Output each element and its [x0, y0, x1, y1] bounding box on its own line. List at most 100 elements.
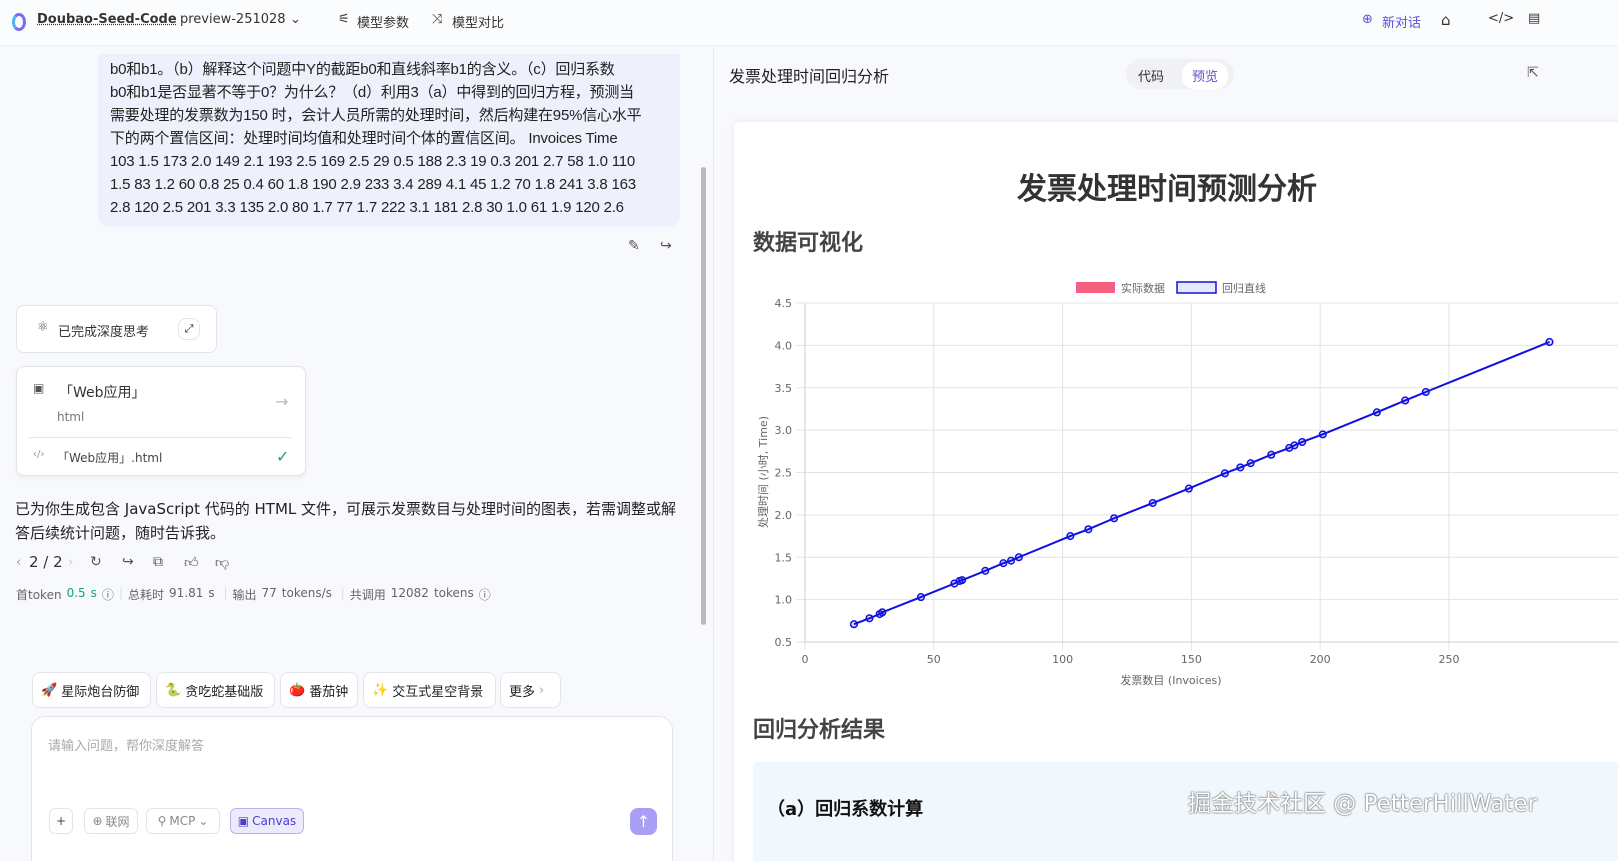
stats-row: 首token 0.5 s ⓘ | 总耗时 91.81 s | 输出 77 toke… [16, 586, 491, 602]
regenerate-icon[interactable]: ↻ [90, 554, 102, 570]
new-chat-button[interactable]: 新对话 [1382, 16, 1422, 31]
model-params-button[interactable]: 模型参数 [357, 16, 410, 31]
chevron-down-icon: ⌄ [198, 814, 209, 828]
input-placeholder: 请输入问题，帮你深度解答 [48, 739, 205, 754]
compare-icon: ⤨ [432, 12, 443, 27]
legend-label: 回归直线 [1222, 281, 1266, 295]
code-icon[interactable]: </> [1488, 11, 1515, 26]
legend-swatch [1176, 281, 1217, 294]
data-point [1084, 525, 1093, 534]
total-value: 91.81 [169, 586, 204, 600]
model-name[interactable]: Doubao-Seed-Code [37, 12, 177, 27]
code-file-icon: ‹/› [33, 449, 45, 460]
message-line: 1.5 83 1.2 60 0.8 25 0.4 60 1.8 190 2.9 … [110, 176, 636, 193]
share-icon[interactable]: ↪ [660, 238, 672, 254]
data-point [916, 593, 925, 602]
scatter-line-chart: 0.5 1.0 1.5 2.0 2.5 3.0 3.5 4.0 4.5 0 50 100 150 200 2… [757, 281, 1618, 687]
model-version[interactable]: preview-251028 [180, 12, 286, 27]
artifact-title: 「Web应用」 [59, 385, 146, 401]
data-point [1014, 553, 1023, 562]
artifact-card[interactable]: ▣ 「Web应用」 html → ‹/› 「Web应用」.html ✓ [16, 366, 306, 476]
thinking-card[interactable]: ⚛ 已完成深度思考 ⤢ [16, 305, 217, 353]
data-point [1372, 408, 1381, 417]
model-compare-button[interactable]: 模型对比 [452, 16, 505, 31]
tab-code[interactable]: 代码 [1138, 70, 1165, 85]
sliders-icon: ⚟ [338, 12, 350, 27]
first-token-value: 0.5 [66, 586, 86, 600]
mcp-label: MCP [169, 814, 196, 828]
message-line: 下的两个置信区间：处理时间均值和处理时间个体的置信区间。 Invoices Ti… [110, 130, 618, 147]
divider [29, 437, 291, 438]
y-tick-label: 0.5 [775, 636, 793, 649]
preview-pane: 发票处理时间回归分析 代码 预览 ⇱ 发票处理时间预测分析 数据可视化 0.5 1… [713, 47, 1618, 861]
data-point [981, 566, 990, 575]
chat-input[interactable]: 请输入问题，帮你深度解答 + ⊕ 联网 ⚲ MCP ⌄ ▣ Canvas ↑ [31, 716, 673, 861]
more-suggestions-button[interactable]: 更多 › [500, 672, 561, 708]
info-icon[interactable]: ⓘ [101, 588, 114, 602]
chip-label: 交互式星空背景 [392, 684, 484, 700]
y-tick-label: 4.5 [775, 297, 793, 310]
data-point [1545, 337, 1554, 347]
document-icon[interactable]: ▤ [1528, 11, 1541, 26]
thumbs-down-icon[interactable]: 👎︎ [215, 555, 230, 571]
thinking-label: 已完成深度思考 [58, 325, 150, 340]
artifact-type: html [57, 410, 85, 424]
suggestion-chip[interactable]: ✨ 交互式星空背景 [363, 672, 496, 708]
output-label: 输出 [232, 588, 257, 602]
send-button[interactable]: ↑ [630, 808, 657, 835]
clear-icon[interactable]: ⌂ [1441, 11, 1451, 29]
open-external-icon[interactable]: ⇱ [1527, 65, 1539, 81]
message-line: b0和b1是否显著不等于0？为什么？（d）利用3（a）中得到的回归方程，预测当 [110, 84, 634, 101]
scrollbar[interactable] [701, 167, 706, 625]
arrow-right-icon[interactable]: → [275, 392, 289, 411]
chip-label: 星际炮台防御 [61, 684, 140, 700]
copy-icon[interactable]: ⧉ [153, 554, 163, 570]
message-line: 103 1.5 173 2.0 149 2.1 193 2.5 169 2.5 … [110, 153, 636, 170]
info-icon[interactable]: ⓘ [478, 588, 491, 602]
data-point [1110, 514, 1119, 523]
y-axis-title: 处理时间 (小时, Time) [757, 416, 770, 528]
canvas-toggle[interactable]: ▣ Canvas [230, 808, 304, 834]
chevron-down-icon[interactable]: ⌄ [290, 12, 301, 27]
y-tick-label: 2.5 [775, 467, 793, 480]
y-tick-label: 2.0 [775, 509, 793, 522]
calls-unit: tokens [433, 586, 474, 600]
x-axis-title: 发票数目 (Invoices) [1120, 673, 1221, 687]
top-bar: Doubao-Seed-Code preview-251028 ⌄ ⚟ 模型参数… [0, 0, 1618, 46]
expand-button[interactable]: ⤢ [178, 318, 200, 340]
data-point [865, 614, 874, 623]
total-unit: s [208, 586, 215, 600]
next-icon[interactable]: › [68, 555, 74, 570]
tab-preview[interactable]: 预览 [1182, 62, 1229, 89]
preview-document: 发票处理时间预测分析 数据可视化 0.5 1.0 1.5 2.0 2.5 3.0 3.5 4.… [734, 122, 1618, 861]
chip-label: 番茄钟 [309, 684, 349, 700]
section-results: 回归分析结果 [753, 718, 886, 743]
output-value: 77 [261, 586, 277, 600]
suggestion-chip[interactable]: 🍅 番茄钟 [280, 672, 358, 708]
data-point [849, 620, 858, 629]
edit-icon[interactable]: ✎ [628, 238, 640, 254]
data-point [1007, 556, 1016, 565]
add-button[interactable]: + [49, 808, 73, 834]
legend-label: 实际数据 [1121, 281, 1165, 295]
x-tick-label: 150 [1181, 653, 1202, 666]
message-line: 2.8 120 2.5 201 3.3 135 2.0 80 1.7 77 1.… [110, 199, 624, 216]
assistant-reply: 已为你生成包含 JavaScript 代码的 HTML 文件，可展示发票数目与处… [15, 500, 677, 542]
first-token-unit: s [90, 586, 97, 600]
logo-icon [12, 13, 26, 31]
mcp-dropdown[interactable]: ⚲ MCP ⌄ [146, 808, 220, 834]
artifact-file[interactable]: 「Web应用」.html [57, 451, 163, 465]
canvas-label: Canvas [252, 814, 297, 828]
snake-icon: 🐍 [165, 682, 182, 698]
suggestion-chip[interactable]: 🐍 贪吃蛇基础版 [156, 672, 275, 708]
thumbs-up-icon[interactable]: 👍︎ [184, 555, 199, 571]
prev-icon[interactable]: ‹ [16, 555, 22, 570]
plug-icon: ⚲ [157, 814, 167, 828]
suggestion-chip[interactable]: 🚀 星际炮台防御 [32, 672, 151, 708]
share-icon[interactable]: ↪ [122, 554, 134, 570]
web-search-toggle[interactable]: ⊕ 联网 [84, 808, 138, 834]
doc-title: 发票处理时间预测分析 [1017, 172, 1317, 207]
data-point [1290, 441, 1299, 450]
code-icon: ▣ [237, 814, 250, 828]
data-point [1220, 469, 1229, 478]
